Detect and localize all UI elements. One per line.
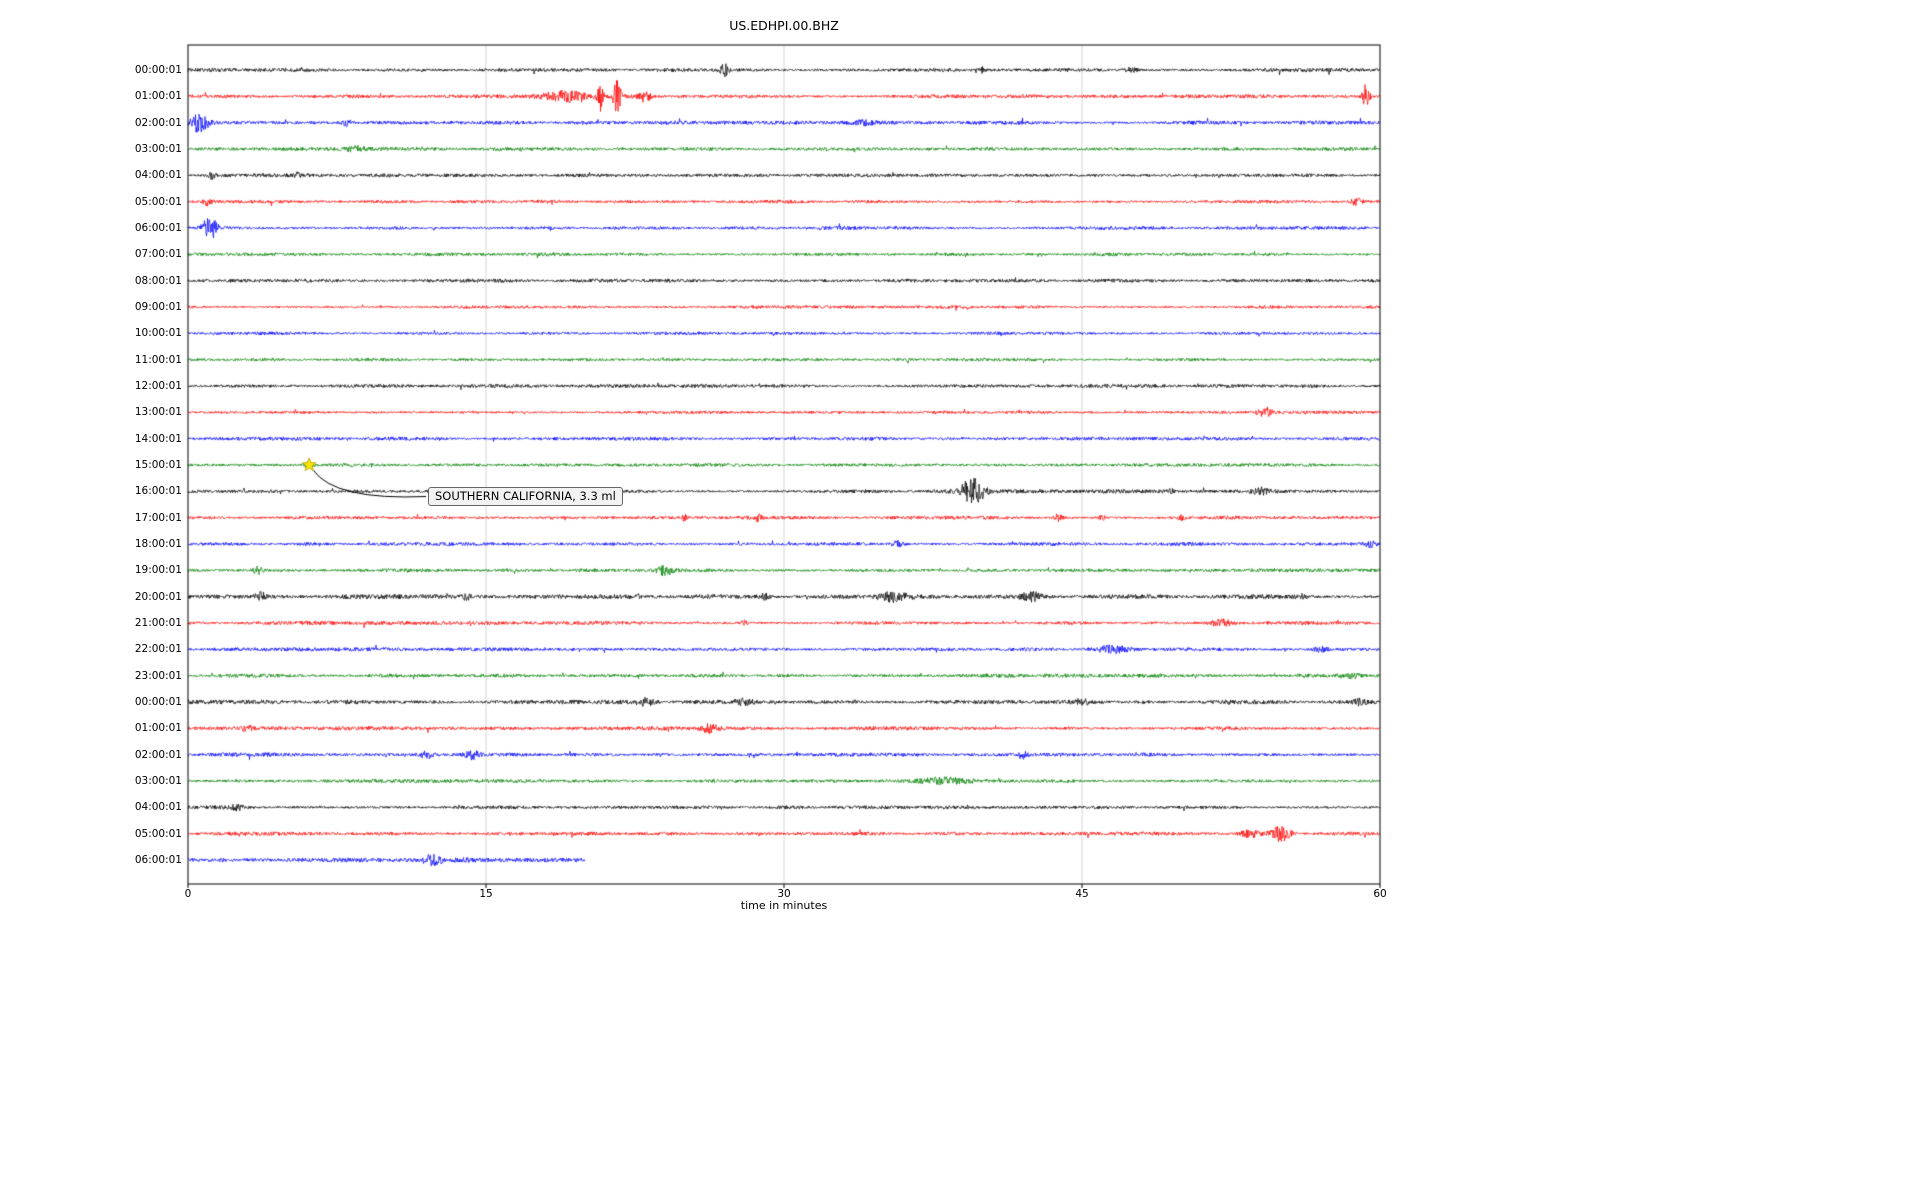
x-tick-label: 0 bbox=[184, 888, 192, 900]
row-label: 23:00:01 bbox=[134, 669, 182, 682]
row-label: 10:00:01 bbox=[134, 327, 182, 340]
row-label: 18:00:01 bbox=[134, 538, 182, 550]
event-annotation-label: SOUTHERN CALIFORNIA, 3.3 ml bbox=[428, 487, 623, 506]
row-label: 05:00:01 bbox=[134, 195, 182, 208]
row-label: 22:00:01 bbox=[134, 643, 182, 656]
row-label: 14:00:01 bbox=[134, 432, 182, 445]
row-label: 06:00:01 bbox=[134, 222, 182, 234]
row-label: 02:00:01 bbox=[134, 748, 182, 761]
row-label: 03:00:01 bbox=[134, 143, 182, 155]
chart-title: US.EDHPI.00.BHZ bbox=[729, 18, 839, 33]
x-tick-label: 30 bbox=[777, 888, 791, 900]
row-label: 13:00:01 bbox=[134, 406, 182, 419]
row-label: 03:00:01 bbox=[134, 775, 182, 787]
row-label: 17:00:01 bbox=[134, 511, 182, 524]
row-label: 01:00:01 bbox=[134, 722, 182, 735]
x-tick-label: 15 bbox=[479, 888, 493, 900]
row-label: 01:00:01 bbox=[134, 90, 182, 103]
row-label: 15:00:01 bbox=[134, 459, 182, 471]
x-axis-label: time in minutes bbox=[740, 899, 828, 912]
row-label: 21:00:01 bbox=[134, 617, 182, 629]
row-label: 12:00:01 bbox=[134, 380, 182, 392]
x-tick-label: 45 bbox=[1075, 888, 1089, 900]
row-label: 09:00:01 bbox=[134, 301, 182, 313]
row-label: 00:00:01 bbox=[134, 696, 182, 708]
row-label: 11:00:01 bbox=[134, 353, 182, 366]
row-label: 05:00:01 bbox=[134, 827, 182, 840]
row-label: 06:00:01 bbox=[134, 854, 182, 866]
row-label: 16:00:01 bbox=[134, 485, 182, 498]
row-label: 07:00:01 bbox=[134, 248, 182, 261]
row-label: 00:00:01 bbox=[134, 64, 182, 76]
row-label: 19:00:01 bbox=[134, 564, 182, 577]
row-label: 02:00:01 bbox=[134, 116, 182, 129]
row-label: 04:00:01 bbox=[134, 169, 182, 182]
row-label: 08:00:01 bbox=[134, 274, 182, 287]
x-tick-label: 60 bbox=[1373, 888, 1387, 900]
row-label: 20:00:01 bbox=[134, 590, 182, 603]
row-label: 04:00:01 bbox=[134, 801, 182, 814]
